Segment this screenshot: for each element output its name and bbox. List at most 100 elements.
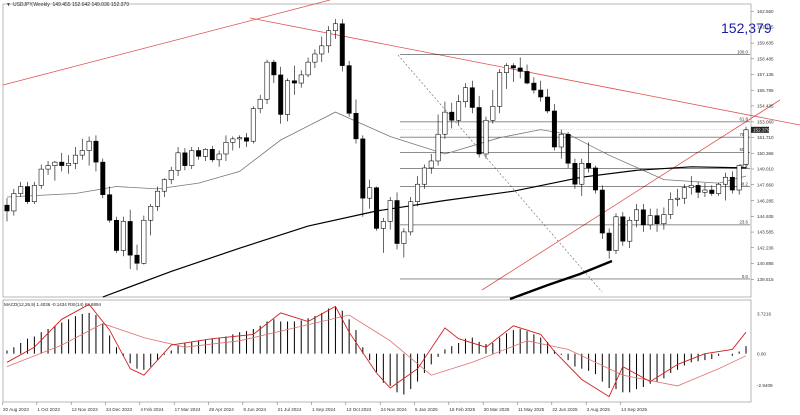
bull-candle-body xyxy=(367,187,373,199)
bull-candle-body xyxy=(141,219,147,264)
candle xyxy=(524,64,530,85)
bear-candle-body xyxy=(531,82,537,91)
date-tick-label: 16 Feb 2025 xyxy=(449,407,475,412)
collapse-arrow-icon[interactable]: ▼ xyxy=(6,2,11,8)
bull-candle-body xyxy=(223,142,229,155)
bull-candle-body xyxy=(52,161,58,166)
candle xyxy=(141,215,147,265)
bull-candle-body xyxy=(647,215,653,226)
bull-candle-body xyxy=(497,72,503,107)
candle xyxy=(716,183,722,196)
candle xyxy=(278,66,284,124)
candle xyxy=(442,101,448,139)
bull-candle-body xyxy=(743,129,749,165)
price-tick-label: 161.215 xyxy=(757,25,774,30)
candle xyxy=(175,147,181,177)
ohlc-quote: 149.455 152.642 149.036 152.379 xyxy=(52,2,129,8)
candle xyxy=(305,57,311,78)
date-tick-label: 20 Aug 2023 xyxy=(3,407,29,412)
bull-candle-body xyxy=(155,190,161,207)
candle xyxy=(250,106,256,144)
macd-tick-label: 3.7216 xyxy=(757,311,771,316)
candle xyxy=(592,165,598,194)
date-tick-label: 30 Mar 2025 xyxy=(484,407,510,412)
bear-candle-body xyxy=(278,74,284,115)
price-pane-border xyxy=(2,3,752,298)
bull-candle-body xyxy=(31,185,37,202)
candle xyxy=(654,208,660,232)
bear-candle-body xyxy=(524,71,530,84)
bear-candle-body xyxy=(244,137,249,142)
date-tick-label: 17 Mar 2024 xyxy=(175,407,201,412)
bull-candle-body xyxy=(661,214,667,225)
candle xyxy=(421,164,427,189)
date-tick-label: 1 Oct 2023 xyxy=(37,407,60,412)
candle xyxy=(661,207,667,230)
candle xyxy=(668,192,674,220)
candle xyxy=(722,172,728,201)
candle xyxy=(114,216,119,253)
candle xyxy=(196,147,202,160)
price-tick-label: 140.885 xyxy=(757,261,774,266)
macd-panel: 3.7216 0.00 -2.9409 xyxy=(6,303,773,398)
bull-candle-body xyxy=(483,119,489,155)
bull-candle-body xyxy=(285,80,291,115)
candle xyxy=(415,176,421,207)
candle xyxy=(38,164,44,189)
candle xyxy=(709,185,715,196)
price-tick-label: 157.135 xyxy=(757,72,774,77)
bear-candle-body xyxy=(100,161,106,195)
bear-candle-body xyxy=(209,149,215,161)
bear-candle-body xyxy=(538,89,544,98)
bear-candle-body xyxy=(606,232,612,251)
bull-candle-body xyxy=(428,160,434,169)
bear-candle-body xyxy=(592,167,598,191)
date-tick-label: 5 Jan 2025 xyxy=(415,407,438,412)
bull-candle-body xyxy=(558,133,564,148)
price-tick-label: 147.660 xyxy=(757,182,774,187)
candle xyxy=(237,135,243,149)
candle xyxy=(326,26,332,53)
candle xyxy=(408,197,414,236)
candle xyxy=(79,138,85,160)
candle xyxy=(538,80,544,102)
candle xyxy=(66,155,72,174)
candle xyxy=(736,164,742,195)
price-tick-label: 144.935 xyxy=(757,214,774,219)
moving-averages xyxy=(6,111,747,298)
bull-candle-body xyxy=(435,133,441,162)
bull-candle-body xyxy=(305,61,311,76)
candle xyxy=(558,129,564,159)
candle xyxy=(551,103,557,151)
date-tick-label: 28 Apr 2024 xyxy=(209,407,234,412)
bull-candle-body xyxy=(716,183,722,194)
price-tick-label: 143.585 xyxy=(757,230,774,235)
trendlines xyxy=(2,0,800,301)
drawn-arrow-line xyxy=(509,259,613,301)
candle xyxy=(244,133,249,148)
bear-candle-body xyxy=(565,133,571,164)
bull-candle-body xyxy=(456,101,462,121)
candlesticks xyxy=(4,19,749,271)
candle xyxy=(353,99,359,144)
bear-candle-body xyxy=(25,186,31,202)
candle xyxy=(675,188,681,207)
bull-candle-body xyxy=(202,149,208,157)
chart-header: ▼ USDJPY,Weekly 149.455 152.642 149.036 1… xyxy=(6,2,129,8)
bull-candle-body xyxy=(86,140,92,151)
bear-candle-body xyxy=(59,161,65,166)
candle xyxy=(497,69,503,114)
candle xyxy=(640,203,646,232)
candle xyxy=(271,59,277,84)
candle xyxy=(223,135,229,161)
bull-candle-body xyxy=(408,201,414,233)
candle xyxy=(702,183,708,198)
current-price-tag xyxy=(751,126,769,133)
bear-candle-body xyxy=(545,96,551,112)
candle xyxy=(374,186,379,231)
candle xyxy=(59,152,65,172)
bull-candle-body xyxy=(216,153,222,161)
candle xyxy=(565,131,571,168)
date-tick-label: 4 Feb 2024 xyxy=(140,407,164,412)
